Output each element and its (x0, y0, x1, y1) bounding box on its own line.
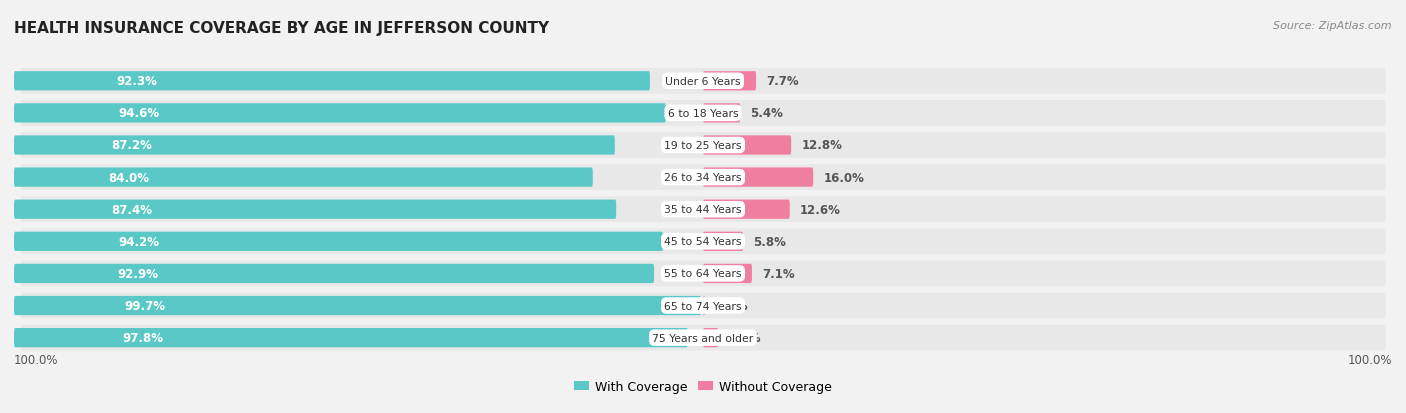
FancyBboxPatch shape (14, 104, 666, 123)
FancyBboxPatch shape (14, 232, 664, 252)
FancyBboxPatch shape (21, 325, 1385, 351)
Text: 5.4%: 5.4% (751, 107, 783, 120)
Text: Under 6 Years: Under 6 Years (665, 76, 741, 87)
FancyBboxPatch shape (703, 328, 718, 347)
FancyBboxPatch shape (21, 261, 1385, 287)
Text: 12.8%: 12.8% (801, 139, 842, 152)
Text: 87.4%: 87.4% (111, 203, 152, 216)
Text: 100.0%: 100.0% (14, 353, 59, 366)
Text: 94.2%: 94.2% (118, 235, 159, 248)
FancyBboxPatch shape (21, 293, 1385, 318)
Text: 7.7%: 7.7% (766, 75, 799, 88)
FancyBboxPatch shape (21, 101, 1385, 126)
Text: 7.1%: 7.1% (762, 267, 794, 280)
FancyBboxPatch shape (21, 197, 1385, 223)
Text: 100.0%: 100.0% (1347, 353, 1392, 366)
Text: 75 Years and older: 75 Years and older (652, 333, 754, 343)
FancyBboxPatch shape (703, 296, 704, 316)
FancyBboxPatch shape (21, 133, 1385, 159)
FancyBboxPatch shape (14, 296, 702, 316)
FancyBboxPatch shape (703, 232, 742, 252)
Text: 35 to 44 Years: 35 to 44 Years (664, 205, 742, 215)
Text: 12.6%: 12.6% (800, 203, 841, 216)
FancyBboxPatch shape (14, 200, 616, 219)
FancyBboxPatch shape (703, 72, 756, 91)
FancyBboxPatch shape (21, 165, 1385, 190)
Text: 19 to 25 Years: 19 to 25 Years (664, 141, 742, 151)
FancyBboxPatch shape (14, 168, 593, 187)
FancyBboxPatch shape (703, 104, 740, 123)
FancyBboxPatch shape (703, 264, 752, 283)
FancyBboxPatch shape (14, 328, 688, 347)
Text: 84.0%: 84.0% (108, 171, 149, 184)
Text: 0.3%: 0.3% (716, 299, 748, 312)
Text: Source: ZipAtlas.com: Source: ZipAtlas.com (1274, 21, 1392, 31)
Text: 2.2%: 2.2% (728, 331, 761, 344)
Text: 92.9%: 92.9% (117, 267, 157, 280)
Text: 94.6%: 94.6% (118, 107, 160, 120)
FancyBboxPatch shape (703, 168, 813, 187)
Text: 65 to 74 Years: 65 to 74 Years (664, 301, 742, 311)
FancyBboxPatch shape (14, 72, 650, 91)
Legend: With Coverage, Without Coverage: With Coverage, Without Coverage (569, 375, 837, 398)
Text: 45 to 54 Years: 45 to 54 Years (664, 237, 742, 247)
FancyBboxPatch shape (703, 136, 792, 155)
FancyBboxPatch shape (21, 69, 1385, 95)
Text: 99.7%: 99.7% (124, 299, 165, 312)
Text: 26 to 34 Years: 26 to 34 Years (664, 173, 742, 183)
FancyBboxPatch shape (14, 136, 614, 155)
FancyBboxPatch shape (703, 200, 790, 219)
Text: 87.2%: 87.2% (111, 139, 152, 152)
FancyBboxPatch shape (14, 264, 654, 283)
Text: 55 to 64 Years: 55 to 64 Years (664, 269, 742, 279)
Text: 5.8%: 5.8% (754, 235, 786, 248)
Text: 92.3%: 92.3% (117, 75, 157, 88)
Text: 16.0%: 16.0% (824, 171, 865, 184)
Text: 97.8%: 97.8% (122, 331, 163, 344)
Text: HEALTH INSURANCE COVERAGE BY AGE IN JEFFERSON COUNTY: HEALTH INSURANCE COVERAGE BY AGE IN JEFF… (14, 21, 550, 36)
FancyBboxPatch shape (21, 229, 1385, 254)
Text: 6 to 18 Years: 6 to 18 Years (668, 109, 738, 119)
